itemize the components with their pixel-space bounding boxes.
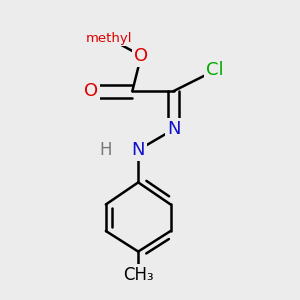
Text: N: N — [131, 141, 145, 159]
Text: O: O — [84, 82, 98, 100]
Text: N: N — [167, 120, 180, 138]
Text: CH₃: CH₃ — [123, 266, 154, 284]
Text: H: H — [100, 141, 112, 159]
Text: methyl: methyl — [85, 32, 132, 45]
Text: O: O — [134, 47, 148, 65]
Text: Cl: Cl — [206, 61, 224, 80]
